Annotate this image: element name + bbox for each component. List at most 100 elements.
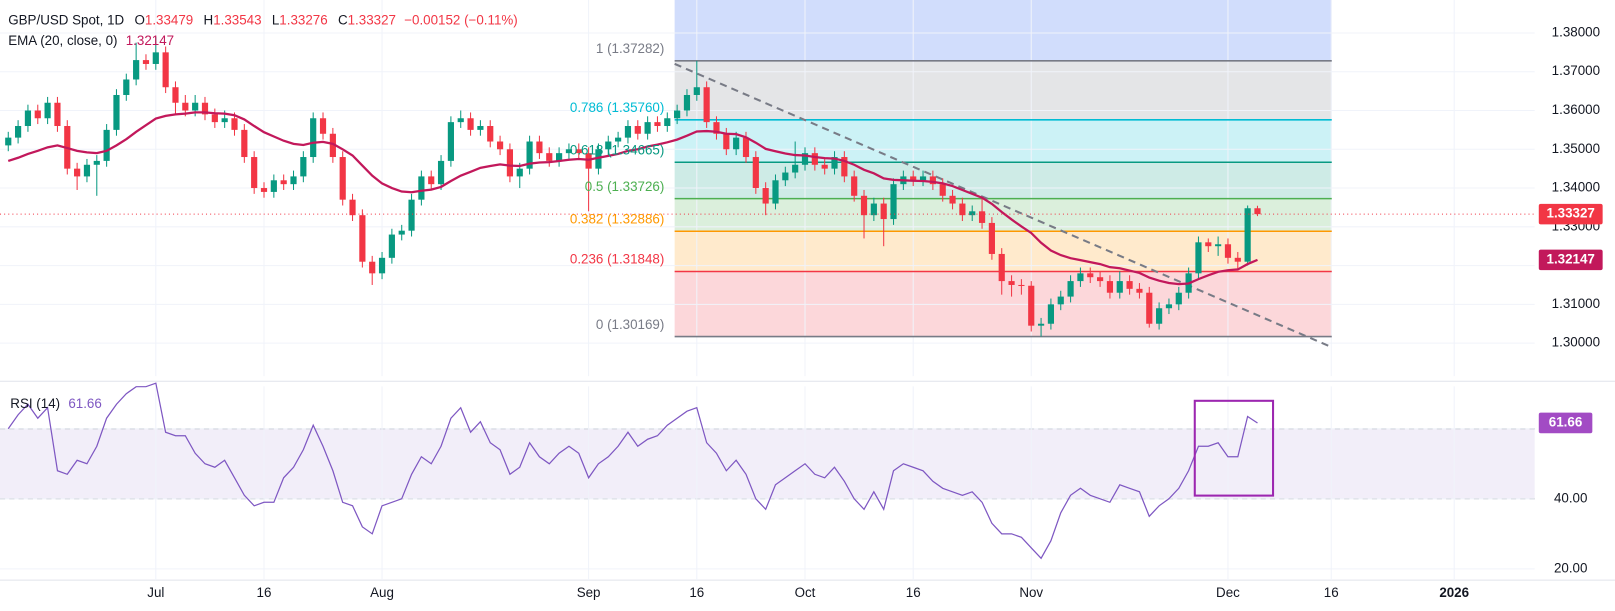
ema-badge-label: 1.32147 (1547, 251, 1595, 266)
candle-body (939, 184, 946, 196)
candle-body (1224, 244, 1232, 258)
candle-body (359, 215, 366, 262)
high-value: 1.33543 (213, 12, 261, 27)
candle-body (44, 102, 51, 119)
candle-body (74, 168, 81, 177)
fib-label: 0 (1.30169) (596, 317, 664, 332)
candle-body (1057, 296, 1064, 305)
legend-value: 61.66 (68, 395, 101, 410)
candle-body (890, 184, 897, 220)
fib-zone (674, 0, 1332, 61)
plot-background (0, 0, 1615, 581)
candle-body (398, 230, 405, 235)
candle-body (221, 118, 228, 123)
candle-body (5, 137, 12, 146)
ohlc-label: O (134, 12, 144, 27)
candle-body (437, 160, 445, 185)
candle-body (919, 176, 927, 181)
candle-body (408, 199, 415, 231)
candle-body (782, 172, 789, 181)
rsi-badge (1538, 412, 1593, 434)
candle-body (634, 126, 641, 134)
fib-zone (674, 119, 1332, 163)
candle-body (978, 211, 986, 223)
candle-body (339, 157, 346, 200)
candle-body (192, 102, 199, 111)
candle-body (103, 129, 110, 161)
candle-body (959, 203, 966, 216)
candle-body (1047, 304, 1055, 324)
candle-body (1018, 284, 1025, 286)
candle-body (1215, 244, 1222, 247)
candle-body (280, 180, 287, 185)
candle-body (575, 149, 582, 154)
candle-body (1037, 323, 1045, 326)
x-tick-label: 16 (1324, 585, 1339, 600)
y-tick-label: 1.35000 (1552, 141, 1600, 156)
candle-body (693, 87, 700, 95)
candle-body (1087, 273, 1094, 278)
legend-name: RSI (14) (10, 395, 60, 410)
candle-body (683, 94, 691, 111)
legend-value: 1.32147 (126, 33, 174, 48)
candle-body (172, 87, 179, 103)
ema-legend: EMA (20, close, 0) 1.32147 (8, 33, 174, 48)
candle-body (447, 122, 454, 161)
fib-label: 0.618 (1.34665) (570, 142, 664, 157)
candle-body (418, 176, 425, 200)
x-tick-label: Oct (795, 585, 816, 600)
close-value: 1.33327 (348, 12, 396, 27)
candle-body (201, 102, 209, 115)
candle-body (1126, 281, 1133, 289)
candle-body (536, 141, 543, 154)
candle-body (811, 153, 818, 165)
candle-body (1175, 292, 1182, 305)
candle-body (870, 203, 877, 216)
fib-label: 0.236 (1.31848) (570, 252, 664, 267)
open-value: 1.33479 (145, 12, 193, 27)
y-tick-label: 40.00 (1554, 490, 1587, 505)
ohlc-label: H (204, 12, 214, 27)
rsi-legend: RSI (14) 61.66 (10, 395, 102, 410)
legend-name: EMA (20, close, 0) (8, 33, 117, 48)
candle-body (605, 141, 612, 150)
candle-body (624, 126, 632, 138)
low-value: 1.33276 (279, 12, 327, 27)
candle-body (1106, 281, 1114, 293)
candle-body (772, 180, 779, 204)
ema-line (7, 111, 1258, 286)
candle-body (949, 195, 956, 204)
candle-body (703, 87, 710, 123)
fib-zone (674, 162, 1332, 199)
candle-body (15, 126, 22, 138)
candle-body (585, 153, 592, 169)
x-tick-label: 16 (257, 585, 272, 600)
candle-body (142, 60, 150, 64)
candle-body (1028, 285, 1035, 326)
candle-body (821, 164, 828, 169)
candle-body (988, 222, 995, 254)
x-tick-label: 16 (689, 585, 704, 600)
candle-body (1146, 292, 1153, 324)
candle-body (1136, 288, 1143, 293)
candle-body (1097, 277, 1104, 282)
candle-body (241, 129, 248, 158)
header: GBP/USD Spot, 1D O1.33479 H1.33543 L1.33276… (8, 12, 517, 27)
fib-label: 1 (1.37282) (596, 41, 664, 56)
ohlc-label: C (338, 12, 348, 27)
candle-body (969, 211, 976, 216)
candle-body (762, 188, 769, 204)
candle-body (378, 257, 386, 274)
candle-body (1008, 281, 1015, 285)
candle-body (1234, 257, 1241, 262)
fib-label: 0.786 (1.35760) (570, 100, 664, 115)
candle-body (752, 157, 759, 189)
ohlc-label: L (272, 12, 279, 27)
candle-body (1077, 273, 1084, 282)
candle-body (349, 199, 356, 216)
rsi-band (0, 428, 1535, 499)
price-badge-label: 1.33327 (1547, 206, 1595, 221)
